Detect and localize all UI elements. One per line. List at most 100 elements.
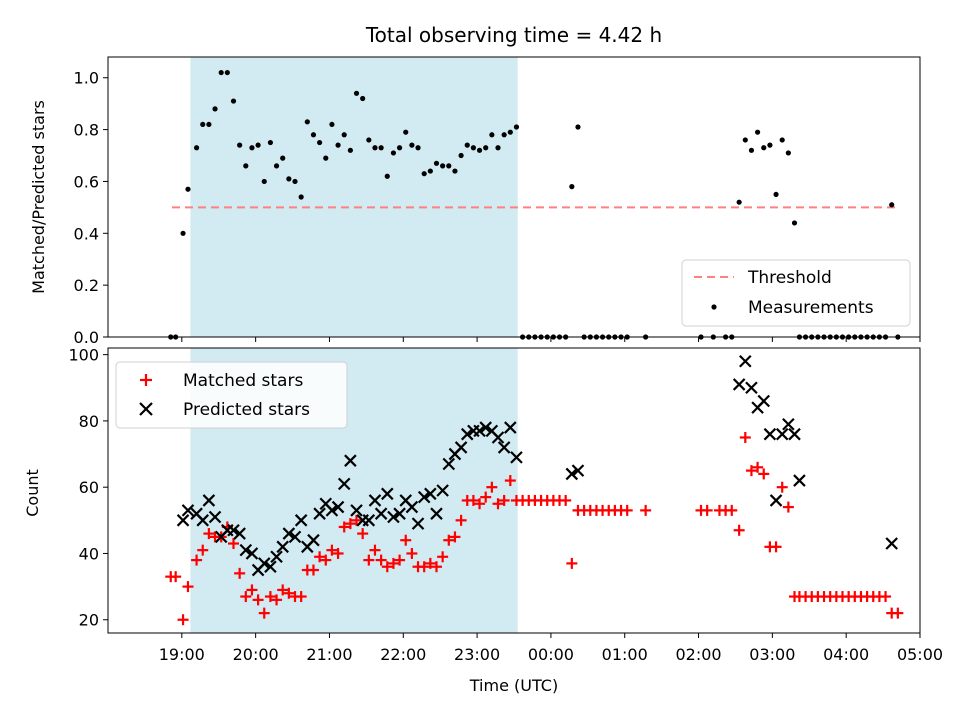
matched-star-point: [283, 587, 295, 599]
x-tick-label: 20:00: [233, 645, 279, 664]
matched-star-point: [560, 494, 572, 506]
predicted-star-point: [775, 427, 789, 441]
matched-star-point: [752, 461, 764, 473]
measurement-point: [409, 142, 415, 148]
y-tick-label: 0.0: [74, 328, 99, 347]
predicted-star-point: [732, 378, 746, 391]
predicted-star-point: [202, 494, 216, 507]
matched-star-point: [363, 554, 375, 566]
matched-star-point: [437, 551, 449, 563]
predicted-star-point: [288, 530, 302, 544]
measurement-point: [433, 160, 440, 166]
bottom-x-ticks: 19:00 20:00 21:00 22:00 23:00 00:00 01:00 02:00…: [159, 633, 943, 664]
y-tick-label: 1.0: [74, 69, 99, 88]
measurement-point: [261, 178, 267, 185]
measurement-point: [464, 142, 470, 148]
measurement-point: [230, 98, 237, 104]
matched-star-point: [733, 524, 745, 536]
predicted-star-point: [393, 507, 406, 520]
measurement-point: [415, 145, 421, 151]
measurement-point: [323, 155, 329, 161]
matched-star-point: [332, 547, 344, 559]
measurement-point: [292, 178, 298, 185]
measurement-point: [237, 142, 243, 148]
measurement-point: [180, 230, 186, 236]
bottom-panel: Count Time (UTC) 20 40 60 80 100 19:00 20:00 2…: [23, 346, 943, 695]
y-tick-label: 40: [79, 544, 99, 563]
matched-star-point: [177, 614, 189, 626]
matched-star-point: [443, 534, 455, 546]
measurement-point: [575, 124, 581, 130]
matched-star-point: [351, 514, 363, 526]
x-tick-label: 21:00: [306, 645, 352, 664]
top-y-ticks: 0.0 0.2 0.4 0.6 0.8 1.0: [74, 69, 108, 347]
predicted-star-point: [411, 517, 425, 530]
matched-star-point: [621, 504, 633, 516]
measurement-point: [489, 132, 495, 138]
x-tick-label: 02:00: [675, 645, 721, 664]
predicted-star-point: [782, 417, 795, 431]
measurement-point: [889, 202, 895, 208]
matched-star-point: [314, 551, 326, 563]
measurement-point: [507, 129, 513, 135]
top-panel: Total observing time = 4.42 h Matched/Pr…: [29, 23, 921, 347]
measurement-point: [378, 145, 384, 151]
matched-star-point: [467, 494, 479, 506]
predicted-star-point: [374, 507, 388, 520]
predicted-star-point: [763, 427, 777, 441]
matched-star-point: [320, 554, 332, 566]
predicted-star-point: [276, 540, 289, 554]
matched-star-point: [375, 554, 387, 566]
y-tick-label: 0.4: [74, 224, 99, 243]
predicted-star-point: [282, 527, 296, 540]
measurement-point: [403, 129, 409, 135]
measurement-point: [310, 132, 317, 138]
predicted-star-point: [350, 504, 363, 517]
matched-star-point: [203, 528, 215, 540]
matched-star-point: [474, 498, 486, 510]
measurement-point: [335, 142, 341, 148]
matched-star-point: [566, 557, 578, 569]
measurement-point: [212, 106, 218, 112]
measurement-point: [224, 69, 230, 76]
matched-star-point: [252, 594, 264, 606]
predicted-star-point: [739, 354, 752, 368]
measurement-point: [421, 171, 427, 177]
predicted-star-point: [368, 494, 382, 507]
measurement-point: [785, 150, 791, 156]
bottom-legend-box: [115, 361, 348, 429]
measurement-point: [243, 163, 249, 169]
predicted-star-point: [510, 451, 523, 464]
measurement-point: [267, 139, 273, 146]
matched-star-point: [197, 544, 209, 556]
matched-star-point: [492, 498, 504, 510]
measurement-point: [742, 137, 748, 143]
top-shaded-span: [190, 57, 518, 337]
matched-star-point: [880, 591, 892, 603]
measurement-point: [341, 132, 347, 138]
matched-star-point: [406, 547, 418, 559]
y-tick-label: 0.8: [74, 121, 99, 140]
measurement-point: [767, 142, 773, 148]
measurement-point: [249, 145, 255, 151]
predicted-star-point: [405, 500, 419, 514]
x-tick-label: 04:00: [823, 645, 869, 664]
predicted-star-point: [460, 427, 474, 441]
matched-star-point: [182, 581, 194, 593]
matched-star-point: [387, 557, 399, 569]
bottom-legend: Matched stars Predicted stars: [115, 361, 348, 429]
predicted-star-point: [885, 537, 898, 550]
measurement-point: [218, 69, 224, 76]
matched-star-point: [338, 521, 350, 533]
matched-star-point: [745, 465, 757, 477]
predicted-star-point: [504, 421, 517, 434]
measurement-point: [396, 145, 403, 151]
predicted-star-point: [387, 510, 400, 524]
matched-star-point: [430, 561, 442, 573]
matched-star-point: [394, 554, 406, 566]
x-tick-label: 03:00: [749, 645, 795, 664]
matched-star-point: [449, 531, 461, 543]
predicted-star-point: [264, 560, 277, 573]
predicted-star-point: [362, 514, 376, 527]
